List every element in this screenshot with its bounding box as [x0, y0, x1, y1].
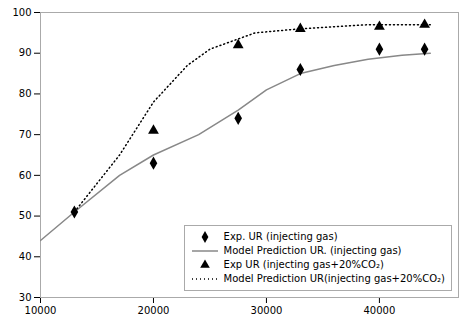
svg-text:10000: 10000: [25, 305, 57, 316]
html-text:Exp UR (injecting gas+20%CO₂): Exp UR (injecting gas+20%CO₂): [223, 259, 384, 270]
svg-text:80: 80: [19, 88, 32, 99]
svg-text:30000: 30000: [251, 305, 283, 316]
html-text:Model Prediction UR(injecting: Model Prediction UR(injecting gas+20%CO₂…: [223, 273, 445, 284]
svg-text:90: 90: [19, 47, 32, 58]
svg-text:30: 30: [19, 292, 32, 303]
svg-text:20000: 20000: [138, 305, 170, 316]
svg-text:50: 50: [19, 210, 32, 221]
html-text:Exp. UR (injecting gas): Exp. UR (injecting gas): [223, 231, 338, 242]
svg-text:100: 100: [12, 7, 31, 18]
svg-text:70: 70: [19, 129, 32, 140]
svg-text:60: 60: [19, 170, 32, 181]
html-text:Model Prediction UR. (injectin: Model Prediction UR. (injecting gas): [223, 245, 402, 256]
svg-text:40000: 40000: [364, 305, 396, 316]
svg-text:40: 40: [19, 251, 32, 262]
